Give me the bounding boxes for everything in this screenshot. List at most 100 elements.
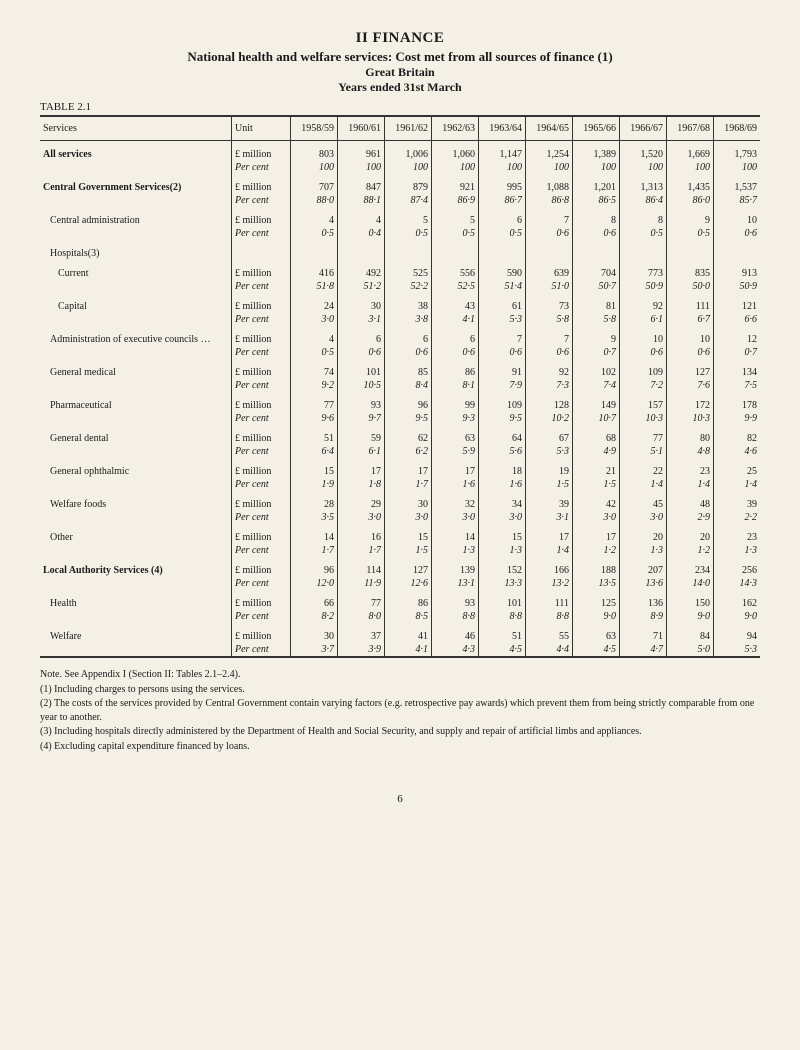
value-cell: 639	[526, 260, 573, 280]
table-row-percent: Per cent3·03·13·84·15·35·85·86·16·76·6	[40, 313, 760, 326]
col-year: 1958/59	[291, 116, 338, 141]
value-cell: 0·5	[432, 227, 479, 240]
value-cell: 87·4	[385, 194, 432, 207]
value-cell: 101	[479, 590, 526, 610]
table-row: General dental£ million51596263646768778…	[40, 425, 760, 445]
cell	[40, 379, 232, 392]
value-cell: 5·1	[620, 445, 667, 458]
value-cell: 8·9	[620, 610, 667, 623]
value-cell: 9·7	[338, 412, 385, 425]
value-cell: 0·4	[338, 227, 385, 240]
value-cell: 16	[338, 524, 385, 544]
cell	[620, 240, 667, 260]
unit-cell: £ million	[232, 557, 291, 577]
value-cell: 102	[573, 359, 620, 379]
value-cell: 51·8	[291, 280, 338, 293]
table-row-percent: Per cent12·011·912·613·113·313·213·513·6…	[40, 577, 760, 590]
value-cell: 12·6	[385, 577, 432, 590]
value-cell: 1·4	[620, 478, 667, 491]
value-cell: 13·6	[620, 577, 667, 590]
value-cell: 96	[291, 557, 338, 577]
value-cell: 111	[526, 590, 573, 610]
value-cell: 38	[385, 293, 432, 313]
value-cell: 188	[573, 557, 620, 577]
value-cell: 93	[432, 590, 479, 610]
row-label: Local Authority Services (4)	[40, 557, 232, 577]
value-cell: 32	[432, 491, 479, 511]
value-cell: 17	[385, 458, 432, 478]
value-cell: 4·3	[432, 643, 479, 657]
value-cell: 14·3	[714, 577, 761, 590]
value-cell: 136	[620, 590, 667, 610]
col-year: 1966/67	[620, 116, 667, 141]
value-cell: 68	[573, 425, 620, 445]
col-year: 1968/69	[714, 116, 761, 141]
value-cell: 0·5	[291, 227, 338, 240]
value-cell: 30	[385, 491, 432, 511]
unit-cell: £ million	[232, 425, 291, 445]
value-cell: 91	[479, 359, 526, 379]
value-cell: 41	[385, 623, 432, 643]
table-row-percent: Per cent1·91·81·71·61·61·51·51·41·41·4	[40, 478, 760, 491]
value-cell: 86	[432, 359, 479, 379]
value-cell: 0·6	[385, 346, 432, 359]
unit-cell: Per cent	[232, 194, 291, 207]
value-cell: 3·1	[526, 511, 573, 524]
value-cell: 66	[291, 590, 338, 610]
value-cell: 525	[385, 260, 432, 280]
value-cell: 1·4	[667, 478, 714, 491]
value-cell: 1·6	[432, 478, 479, 491]
value-cell: 3·5	[291, 511, 338, 524]
value-cell: 0·6	[432, 346, 479, 359]
value-cell: 707	[291, 174, 338, 194]
value-cell: 17	[432, 458, 479, 478]
note-line: Note. See Appendix I (Section II: Tables…	[40, 668, 760, 682]
value-cell: 1,389	[573, 141, 620, 162]
col-year: 1964/65	[526, 116, 573, 141]
value-cell: 1,793	[714, 141, 761, 162]
value-cell: 22	[620, 458, 667, 478]
value-cell: 96	[385, 392, 432, 412]
value-cell: 0·6	[526, 346, 573, 359]
table-row-percent: Per cent8·28·08·58·88·88·89·08·99·09·0	[40, 610, 760, 623]
value-cell: 178	[714, 392, 761, 412]
col-year: 1961/62	[385, 116, 432, 141]
value-cell: 3·0	[479, 511, 526, 524]
value-cell: 86	[385, 590, 432, 610]
value-cell: 85	[385, 359, 432, 379]
value-cell: 13·3	[479, 577, 526, 590]
unit-cell: £ million	[232, 326, 291, 346]
value-cell: 17	[526, 524, 573, 544]
value-cell: 128	[526, 392, 573, 412]
value-cell: 39	[526, 491, 573, 511]
footnotes: Note. See Appendix I (Section II: Tables…	[40, 668, 760, 753]
value-cell: 14	[291, 524, 338, 544]
value-cell: 1·7	[338, 544, 385, 557]
value-cell: 14	[432, 524, 479, 544]
table-row: Administration of executive councils …£ …	[40, 326, 760, 346]
value-cell: 12	[714, 326, 761, 346]
table-row-percent: Per cent51·851·252·252·551·451·050·750·9…	[40, 280, 760, 293]
table-row: Health£ million6677869310111112513615016…	[40, 590, 760, 610]
value-cell: 77	[291, 392, 338, 412]
unit-cell: Per cent	[232, 610, 291, 623]
value-cell: 5·8	[573, 313, 620, 326]
value-cell: 13·2	[526, 577, 573, 590]
value-cell: 9	[573, 326, 620, 346]
value-cell: 8·8	[526, 610, 573, 623]
row-label: Pharmaceutical	[40, 392, 232, 412]
unit-cell: £ million	[232, 491, 291, 511]
value-cell: 24	[291, 293, 338, 313]
value-cell: 704	[573, 260, 620, 280]
finance-table: Services Unit 1958/59 1960/61 1961/62 19…	[40, 115, 760, 658]
unit-cell: £ million	[232, 359, 291, 379]
value-cell: 8·1	[432, 379, 479, 392]
value-cell: 12·0	[291, 577, 338, 590]
cell	[40, 643, 232, 657]
unit-cell: £ million	[232, 392, 291, 412]
value-cell: 0·6	[714, 227, 761, 240]
row-label: General ophthalmic	[40, 458, 232, 478]
value-cell: 6	[432, 326, 479, 346]
value-cell: 100	[432, 161, 479, 174]
value-cell: 93	[338, 392, 385, 412]
